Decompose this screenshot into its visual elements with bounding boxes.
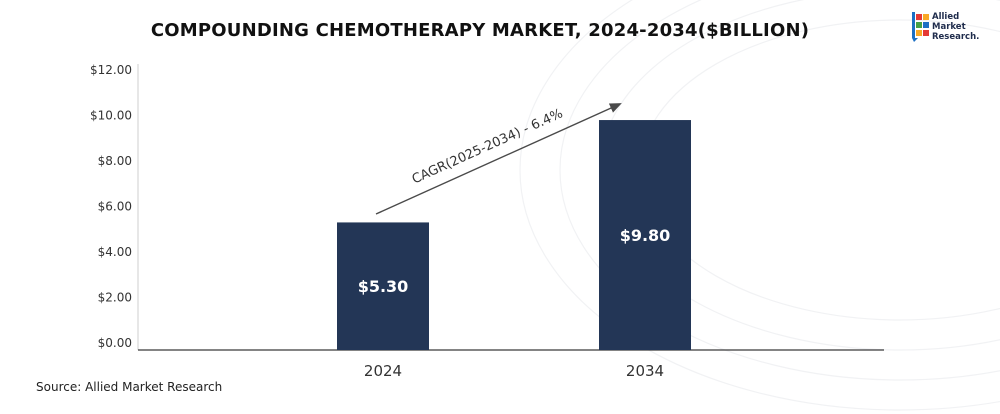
y-tick-label: $8.00 — [98, 154, 132, 168]
y-tick-label: $0.00 — [98, 336, 132, 350]
y-tick-label: $6.00 — [98, 200, 132, 214]
logo-text-line1: Allied — [932, 12, 960, 22]
bar-2034 — [599, 120, 691, 350]
y-tick-label: $4.00 — [98, 245, 132, 259]
cagr-annotation: CAGR(2025-2034) - 6.4% — [375, 103, 622, 215]
bar-value-label: $5.30 — [358, 277, 409, 296]
bar-2024 — [337, 222, 429, 350]
cagr-arrow — [375, 103, 622, 215]
x-tick-label: 2024 — [364, 362, 402, 380]
allied-market-research-logo: Allied Market Research. — [912, 10, 992, 54]
y-axis-ticks: $0.00 $2.00 $4.00 $6.00 $8.00 $10.00 $12.00 — [90, 63, 132, 350]
y-tick-label: $10.00 — [90, 109, 132, 123]
bars-group: $5.30 2024 $9.80 2034 — [337, 120, 691, 380]
x-tick-label: 2034 — [626, 362, 664, 380]
y-tick-label: $12.00 — [90, 63, 132, 77]
source-note: Source: Allied Market Research — [36, 380, 223, 394]
logo-text-line2: Market — [932, 22, 966, 32]
y-tick-label: $2.00 — [98, 291, 132, 305]
bar-value-label: $9.80 — [620, 226, 671, 245]
chart-title: COMPOUNDING CHEMOTHERAPY MARKET, 2024-20… — [150, 20, 810, 41]
logo-text-line3: Research. — [932, 32, 980, 42]
logo-mark-icon — [912, 12, 929, 42]
cagr-label: CAGR(2025-2034) - 6.4% — [410, 106, 566, 187]
